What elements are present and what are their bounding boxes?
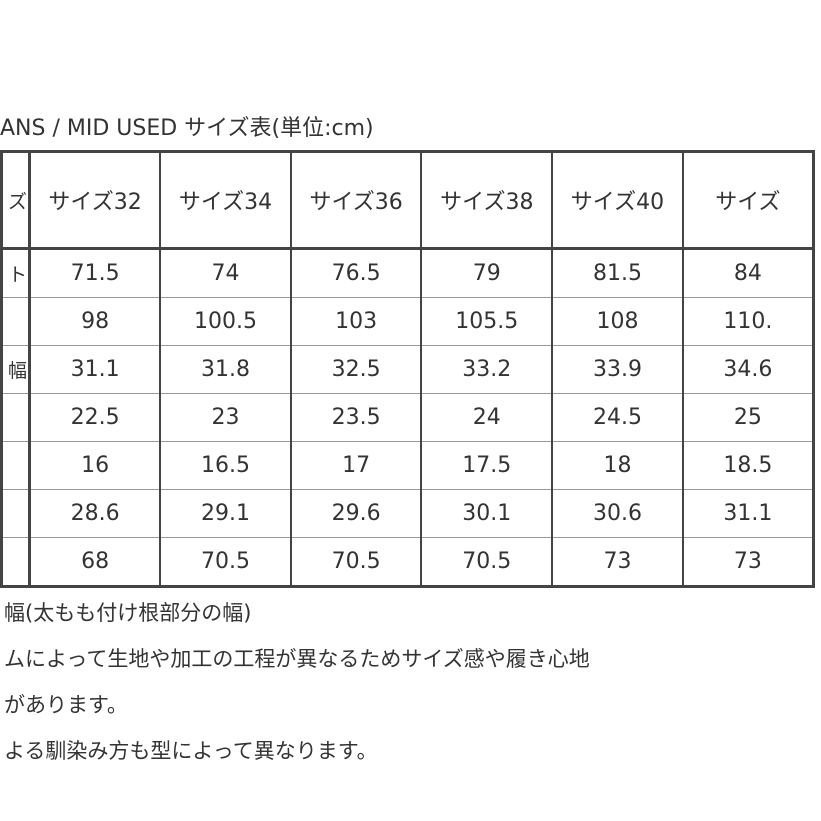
table-cell: 100.5 bbox=[159, 297, 292, 346]
table-cell: 34.6 bbox=[681, 345, 815, 394]
table-cell: 103 bbox=[289, 297, 423, 346]
table-cell: 81.5 bbox=[551, 248, 684, 298]
column-header: サイズ40 bbox=[551, 151, 684, 250]
table-cell: 70.5 bbox=[420, 537, 554, 587]
table-row: 16 16.5 17 17.5 18 18.5 bbox=[1, 441, 815, 490]
table-cell: 25 bbox=[681, 393, 815, 442]
table-cell: 23 bbox=[159, 393, 292, 442]
table-cell: 105.5 bbox=[420, 297, 554, 346]
table-cell: 98 bbox=[28, 297, 162, 346]
table-row: 22.5 23 23.5 24 24.5 25 bbox=[1, 393, 815, 442]
table-cell: 70.5 bbox=[289, 537, 423, 587]
table-cell: 17 bbox=[289, 441, 423, 490]
table-cell: 33.2 bbox=[420, 345, 554, 394]
note-line: 幅(太もも付け根部分の幅) bbox=[4, 601, 252, 625]
header-row: ズサイズ32 サイズ34 サイズ36 サイズ38 サイズ40 サイズ bbox=[1, 151, 815, 250]
table-cell: 73 bbox=[681, 537, 815, 587]
table-cell: 68 bbox=[28, 537, 162, 587]
column-header: サイズ bbox=[681, 151, 815, 250]
row-label: 幅 bbox=[1, 345, 31, 394]
column-header: サイズ38 bbox=[420, 151, 554, 250]
row-label: ト bbox=[1, 248, 31, 298]
column-header: サイズ32 bbox=[28, 151, 162, 250]
table-row: 幅 31.1 31.8 32.5 33.2 33.9 34.6 bbox=[1, 345, 815, 394]
row-label bbox=[1, 537, 31, 587]
table-cell: 24 bbox=[420, 393, 554, 442]
table-cell: 31.8 bbox=[159, 345, 292, 394]
table-cell: 29.6 bbox=[289, 489, 423, 538]
table-title: ANS / MID USED サイズ表(単位:cm) bbox=[0, 116, 374, 141]
column-header: サイズ34 bbox=[159, 151, 292, 250]
table-cell: 70.5 bbox=[159, 537, 292, 587]
table-cell: 84 bbox=[681, 248, 815, 298]
table-cell: 73 bbox=[551, 537, 684, 587]
table-cell: 22.5 bbox=[28, 393, 162, 442]
table-cell: 16.5 bbox=[159, 441, 292, 490]
table-cell: 32.5 bbox=[289, 345, 423, 394]
header-corner: ズ bbox=[1, 151, 31, 250]
row-label bbox=[1, 297, 31, 346]
row-label bbox=[1, 441, 31, 490]
table-cell: 30.6 bbox=[551, 489, 684, 538]
table-row: 98 100.5 103 105.5 108 110. bbox=[1, 297, 815, 346]
size-table: ズサイズ32 サイズ34 サイズ36 サイズ38 サイズ40 サイズト 71.5 74 76.5… bbox=[0, 150, 815, 588]
table-cell: 110. bbox=[681, 297, 815, 346]
table-cell: 16 bbox=[28, 441, 162, 490]
table-cell: 23.5 bbox=[289, 393, 423, 442]
table-row: 28.6 29.1 29.6 30.1 30.6 31.1 bbox=[1, 489, 815, 538]
table-cell: 28.6 bbox=[28, 489, 162, 538]
table-cell: 76.5 bbox=[289, 248, 423, 298]
table-cell: 74 bbox=[159, 248, 292, 298]
row-label bbox=[1, 489, 31, 538]
table-row: ト 71.5 74 76.5 79 81.5 84 bbox=[1, 248, 815, 298]
table-cell: 18 bbox=[551, 441, 684, 490]
column-header: サイズ36 bbox=[289, 151, 423, 250]
note-line: があります。 bbox=[4, 693, 128, 717]
note-line: よる馴染み方も型によって異なります。 bbox=[4, 739, 378, 763]
table-cell: 71.5 bbox=[28, 248, 162, 298]
table-cell: 79 bbox=[420, 248, 554, 298]
table-cell: 31.1 bbox=[681, 489, 815, 538]
table-cell: 24.5 bbox=[551, 393, 684, 442]
table-cell: 31.1 bbox=[28, 345, 162, 394]
note-line: ムによって生地や加工の工程が異なるためサイズ感や履き心地 bbox=[4, 647, 590, 671]
table-cell: 18.5 bbox=[681, 441, 815, 490]
table-cell: 30.1 bbox=[420, 489, 554, 538]
table-cell: 17.5 bbox=[420, 441, 554, 490]
table-cell: 29.1 bbox=[159, 489, 292, 538]
table-cell: 33.9 bbox=[551, 345, 684, 394]
row-label bbox=[1, 393, 31, 442]
table-row: 68 70.5 70.5 70.5 73 73 bbox=[1, 537, 815, 587]
table-cell: 108 bbox=[551, 297, 684, 346]
notes: 幅(太もも付け根部分の幅) ムによって生地や加工の工程が異なるためサイズ感や履き… bbox=[4, 590, 590, 774]
